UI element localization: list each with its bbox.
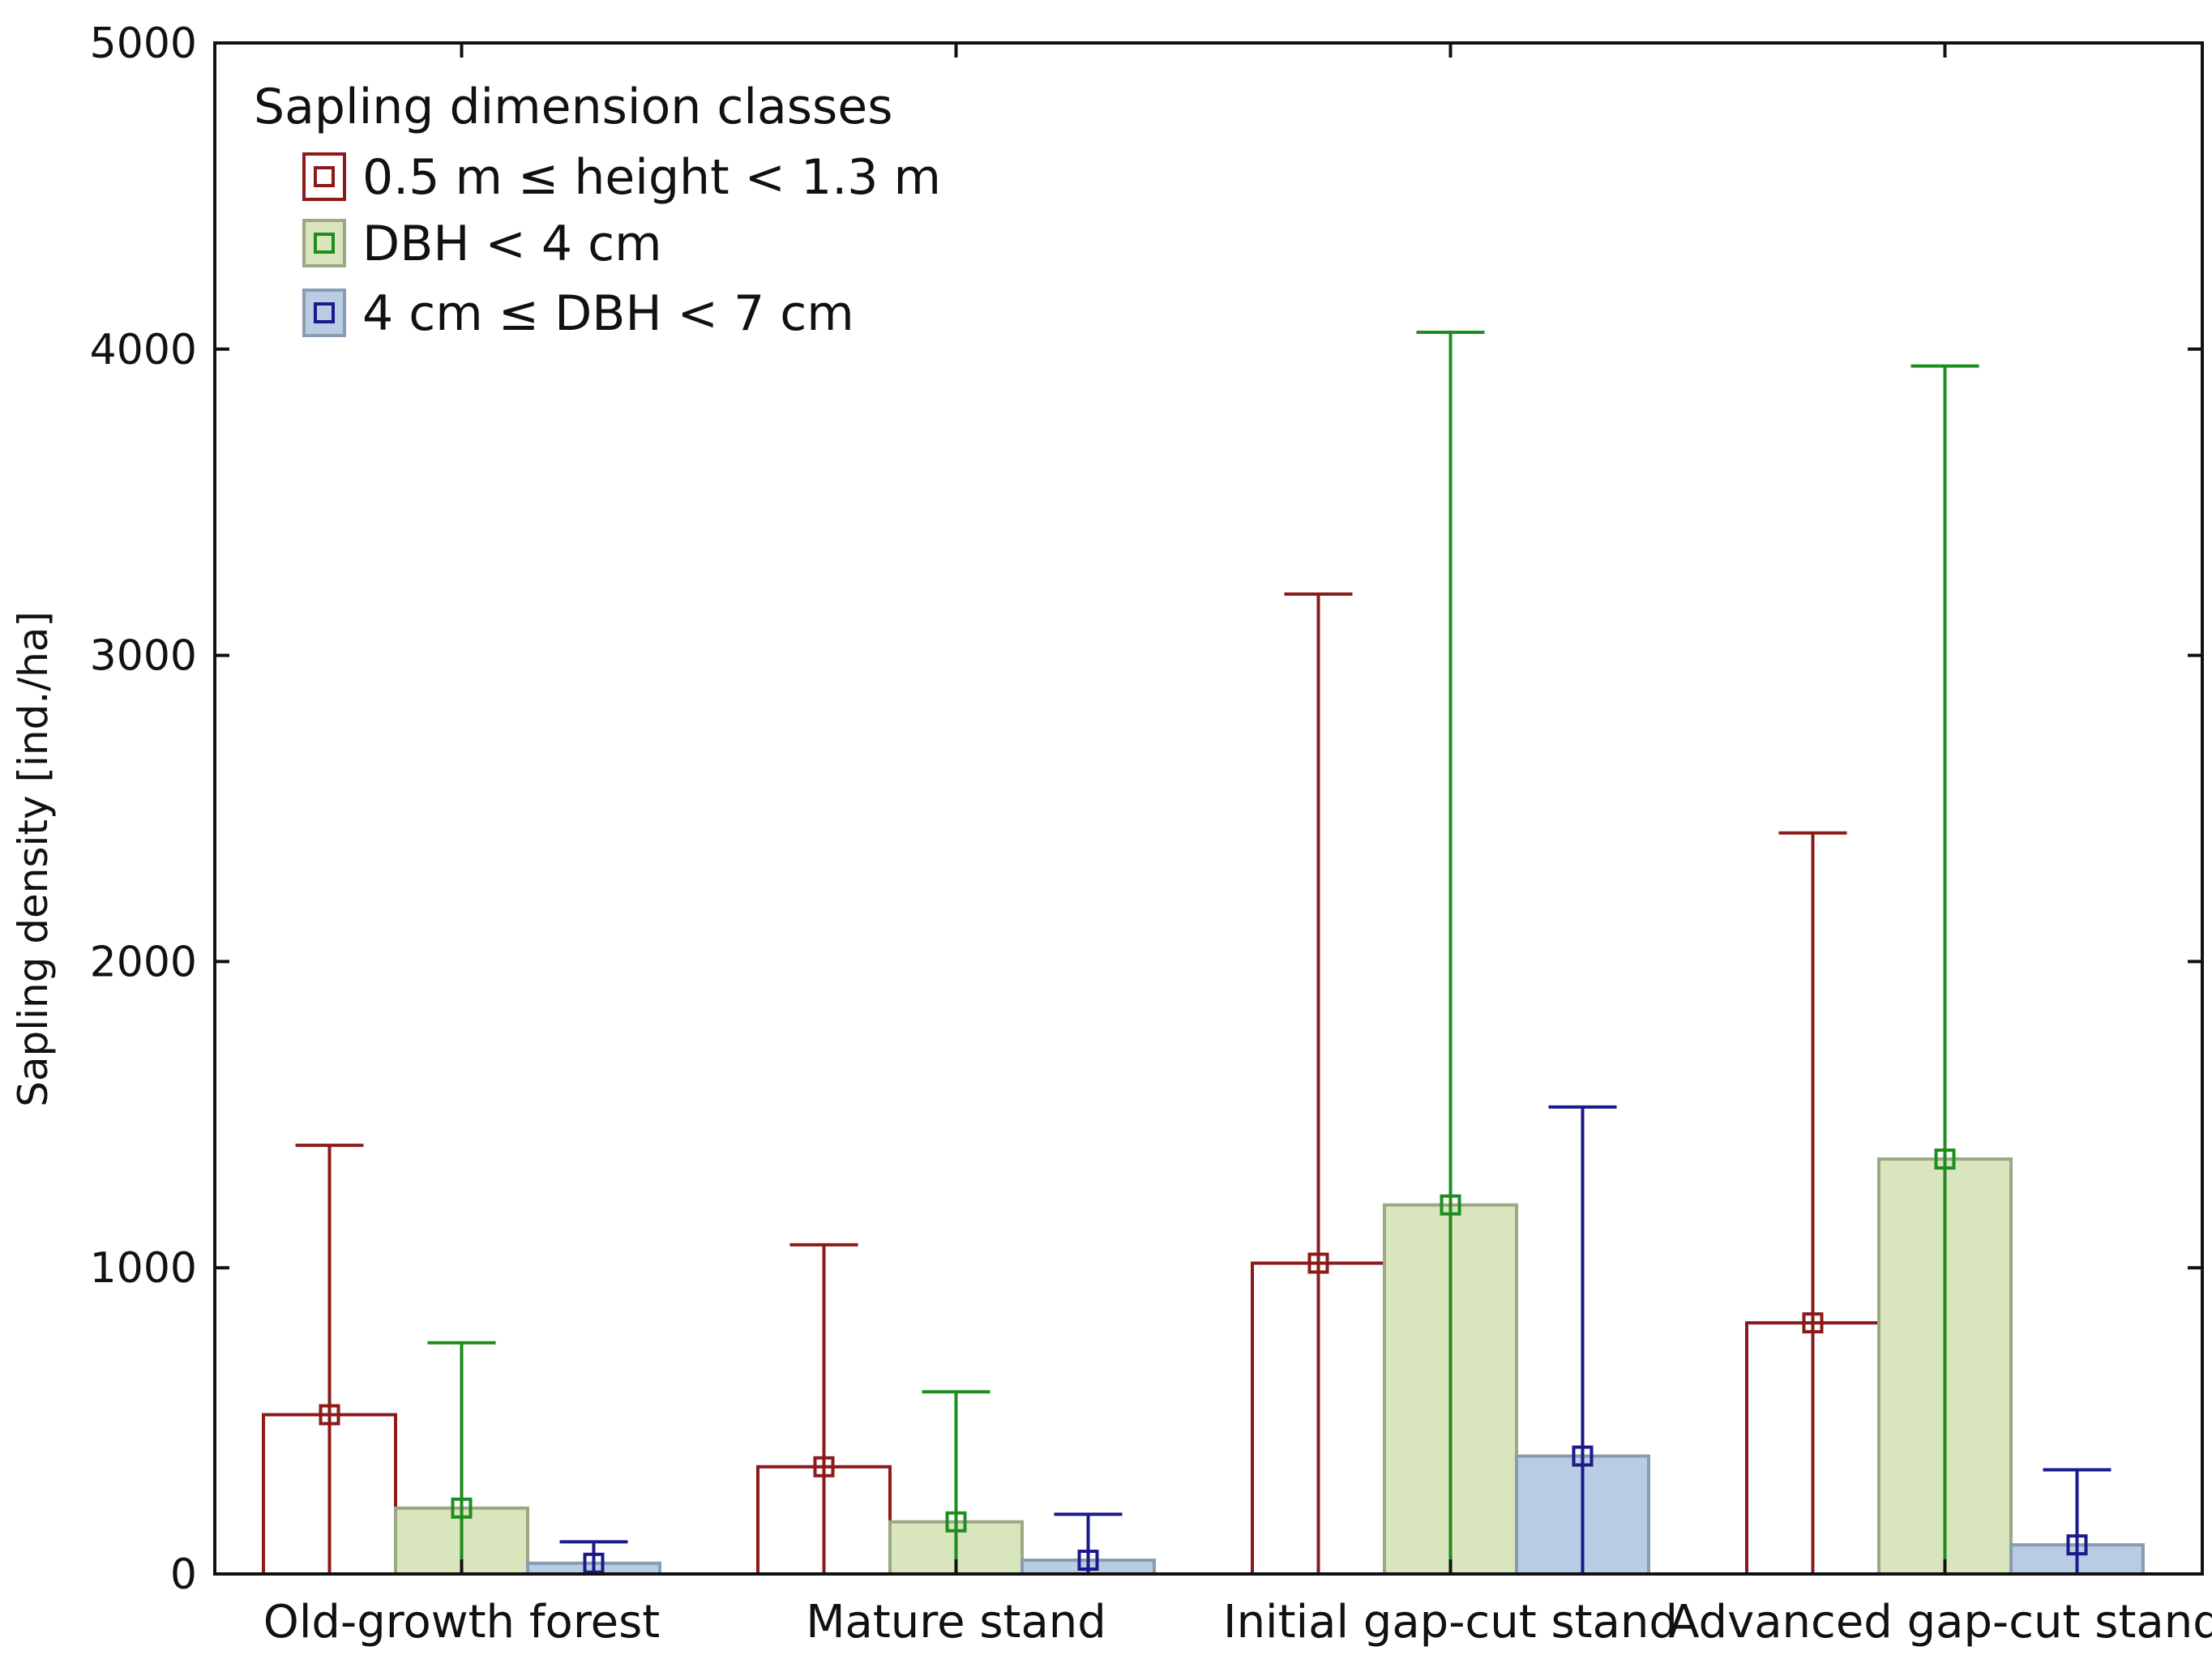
- mean-marker-s3-c4: [2066, 1534, 2088, 1556]
- mean-marker-s1-c3: [1307, 1252, 1329, 1274]
- y-tick-label: 4000: [90, 326, 197, 374]
- mean-marker-s2-c1: [451, 1497, 473, 1519]
- y-tick-label: 0: [170, 1550, 197, 1599]
- x-category-label: Mature stand: [806, 1596, 1106, 1649]
- error-bars-layer: [295, 331, 2111, 1574]
- y-axis-label: Sapling density [ind./ha]: [10, 611, 57, 1107]
- x-category-label: Advanced gap-cut stand: [1668, 1596, 2212, 1649]
- mean-marker-s3-c1: [583, 1552, 605, 1574]
- mean-marker-s2-c4: [1934, 1148, 1956, 1170]
- bars-layer: [262, 1157, 2145, 1576]
- x-category-label: Old-growth forest: [263, 1596, 660, 1649]
- mean-marker-s2-c3: [1440, 1194, 1461, 1216]
- legend-marker: [314, 302, 335, 323]
- legend-label: 4 cm ≤ DBH < 7 cm: [362, 285, 854, 342]
- y-tick-label: 5000: [90, 19, 197, 68]
- mean-markers-layer: [319, 1148, 2088, 1574]
- y-tick-label: 3000: [90, 632, 197, 681]
- legend-swatch: [302, 289, 346, 337]
- legend-marker: [314, 166, 335, 187]
- mean-marker-s1-c4: [1802, 1312, 1824, 1334]
- legend-title: Sapling dimension classes: [254, 79, 892, 135]
- x-category-label: Initial gap-cut stand: [1223, 1596, 1678, 1649]
- mean-marker-s2-c2: [945, 1511, 967, 1533]
- y-tick-label: 1000: [90, 1244, 197, 1293]
- legend-swatch: [302, 219, 346, 267]
- legend-label: DBH < 4 cm: [362, 216, 662, 272]
- legend-swatch: [302, 152, 346, 201]
- axes-layer: 0 1000 2000 3000 4000 5000 Old-growth forest Ma…: [90, 19, 2212, 1649]
- plot-frame: [213, 41, 2204, 1576]
- legend: Sapling dimension classes 0.5 m ≤ height…: [254, 79, 941, 342]
- mean-marker-s3-c2: [1077, 1549, 1099, 1571]
- mean-marker-s3-c3: [1572, 1445, 1594, 1467]
- legend-label: 0.5 m ≤ height < 1.3 m: [362, 149, 941, 206]
- y-tick-label: 2000: [90, 938, 197, 986]
- mean-marker-s1-c1: [319, 1404, 340, 1426]
- legend-marker: [314, 233, 335, 254]
- mean-marker-s1-c2: [813, 1456, 835, 1478]
